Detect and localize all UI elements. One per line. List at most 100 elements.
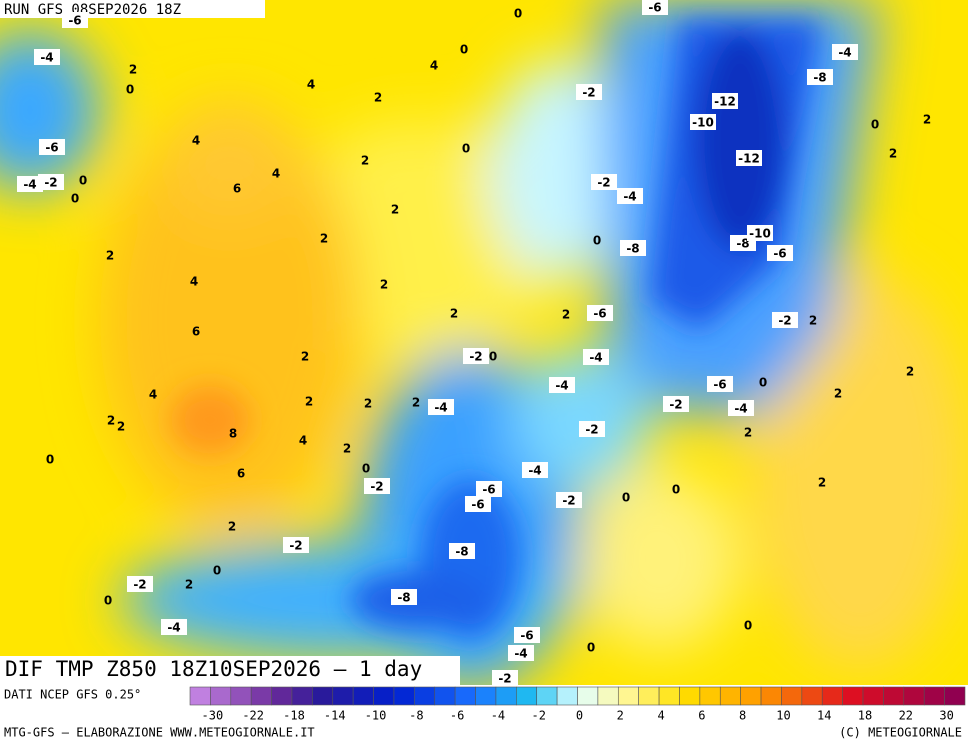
contour-label: 4 xyxy=(307,78,315,92)
label-box xyxy=(39,139,65,155)
contour-label: 0 xyxy=(104,594,112,608)
contour-label: -4 xyxy=(734,402,747,416)
scale-label: 10 xyxy=(776,709,790,723)
contour-label: -2 xyxy=(582,86,595,100)
label-box xyxy=(583,349,609,365)
scale-swatch xyxy=(597,686,619,706)
contour-label: 2 xyxy=(361,154,369,168)
contour-label: -8 xyxy=(626,242,639,256)
scale-swatch xyxy=(658,686,680,706)
label-box xyxy=(747,225,773,241)
contour-label: 0 xyxy=(622,491,630,505)
contour-label: 0 xyxy=(126,83,134,97)
contour-label: 4 xyxy=(149,388,157,402)
scale-label: 18 xyxy=(858,709,872,723)
label-box xyxy=(620,240,646,256)
scale-label: 14 xyxy=(817,709,831,723)
contour-label: 2 xyxy=(412,396,420,410)
scale-swatch xyxy=(801,686,823,706)
contour-label: -10 xyxy=(749,227,771,241)
scale-label: 22 xyxy=(899,709,913,723)
contour-label: -4 xyxy=(434,401,447,415)
contour-label: 2 xyxy=(185,578,193,592)
label-box xyxy=(712,93,738,109)
contour-label: 6 xyxy=(237,467,245,481)
contour-label: 4 xyxy=(272,167,280,181)
contour-label: 8 xyxy=(229,427,237,441)
scale-swatch xyxy=(719,686,741,706)
contour-label: -4 xyxy=(838,46,851,60)
contour-label: 0 xyxy=(587,641,595,655)
contour-label: -6 xyxy=(482,483,495,497)
scale-label: 6 xyxy=(698,709,705,723)
label-box xyxy=(283,537,309,553)
contour-label: -12 xyxy=(714,95,736,109)
contour-label: 2 xyxy=(343,442,351,456)
scale-swatch xyxy=(373,686,395,706)
label-box xyxy=(579,421,605,437)
scale-label: 0 xyxy=(576,709,583,723)
scale-label: -30 xyxy=(202,709,224,723)
label-box xyxy=(508,645,534,661)
scale-swatch xyxy=(699,686,721,706)
contour-label: 2 xyxy=(380,278,388,292)
contour-label: -6 xyxy=(45,141,58,155)
scale-swatch xyxy=(414,686,436,706)
contour-label: 0 xyxy=(460,43,468,57)
scale-swatch xyxy=(577,686,599,706)
contour-label: 4 xyxy=(192,134,200,148)
contour-label: 2 xyxy=(374,91,382,105)
contour-label: -2 xyxy=(585,423,598,437)
contour-label: 0 xyxy=(514,7,522,21)
label-box xyxy=(549,377,575,393)
scale-swatch xyxy=(475,686,497,706)
contour-label: -2 xyxy=(370,480,383,494)
contour-label: -4 xyxy=(514,647,527,661)
contour-label: 6 xyxy=(192,325,200,339)
contour-label: -10 xyxy=(692,116,714,130)
contour-label: -8 xyxy=(397,591,410,605)
contour-label: 2 xyxy=(107,414,115,428)
contour-label: 2 xyxy=(834,387,842,401)
label-box xyxy=(728,400,754,416)
scale-swatch xyxy=(862,686,884,706)
label-box xyxy=(736,150,762,166)
contour-label: 0 xyxy=(71,192,79,206)
contour-label: 2 xyxy=(129,63,137,77)
contour-label: -6 xyxy=(520,629,533,643)
contour-label: 6 xyxy=(233,182,241,196)
contour-label: 0 xyxy=(46,453,54,467)
contour-label: 2 xyxy=(809,314,817,328)
contour-label: -4 xyxy=(623,190,636,204)
label-box xyxy=(690,114,716,130)
scale-swatch xyxy=(271,686,293,706)
scale-swatch xyxy=(760,686,782,706)
contour-label: -6 xyxy=(648,1,661,15)
scale-swatch xyxy=(617,686,639,706)
contour-label: 0 xyxy=(593,234,601,248)
copyright-label: (C) METEOGIORNALE xyxy=(839,726,962,740)
title-box xyxy=(0,656,460,685)
contour-label: 2 xyxy=(117,420,125,434)
contour-label: -8 xyxy=(813,71,826,85)
contour-label: 2 xyxy=(391,203,399,217)
scale-swatch xyxy=(516,686,538,706)
contour-label: 4 xyxy=(430,59,438,73)
scale-label: 8 xyxy=(739,709,746,723)
label-box xyxy=(38,174,64,190)
label-box xyxy=(617,188,643,204)
scale-swatch xyxy=(638,686,660,706)
contour-label: 0 xyxy=(79,174,87,188)
contour-label: 2 xyxy=(818,476,826,490)
label-box xyxy=(832,44,858,60)
contour-label: 4 xyxy=(190,275,198,289)
scale-label: 4 xyxy=(657,709,664,723)
contour-label: 2 xyxy=(305,395,313,409)
contour-label: 0 xyxy=(871,118,879,132)
contour-label: -8 xyxy=(736,237,749,251)
contour-label: -2 xyxy=(44,176,57,190)
scale-swatch xyxy=(821,686,843,706)
contour-label: -8 xyxy=(455,545,468,559)
scale-label: -8 xyxy=(409,709,423,723)
